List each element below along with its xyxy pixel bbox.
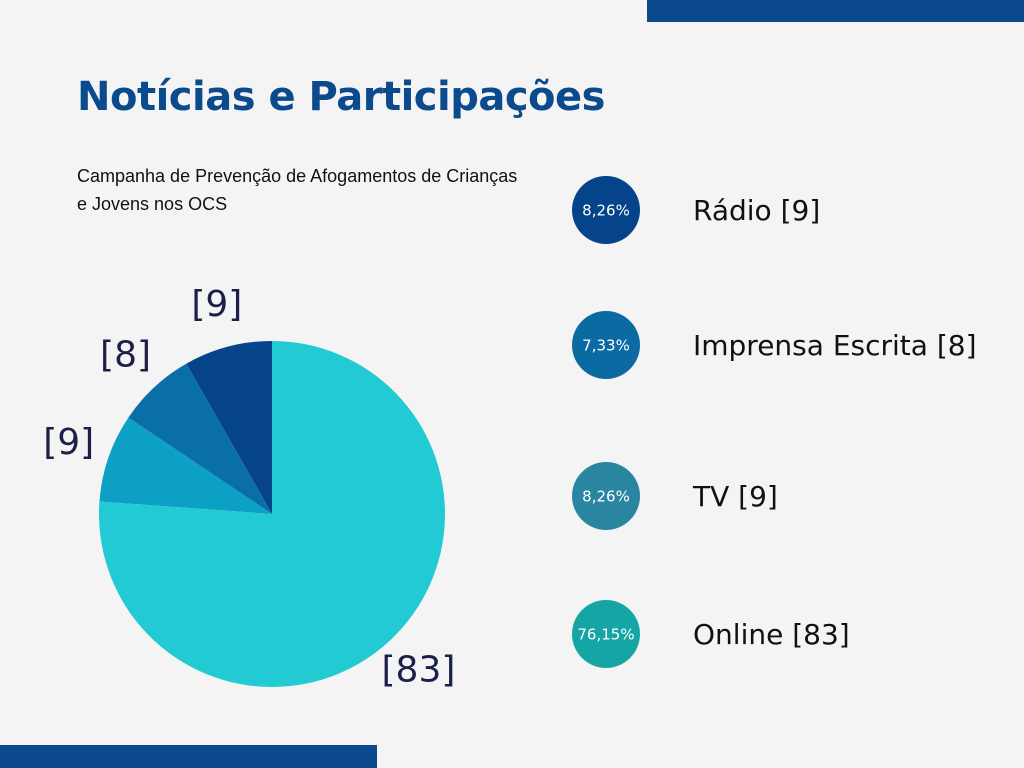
- legend-label: Imprensa Escrita [8]: [693, 329, 977, 362]
- chart-title: Notícias e Participações: [77, 74, 605, 120]
- percent-label: 76,15%: [577, 626, 634, 644]
- legend-marker: [572, 311, 640, 379]
- percent-label: 7,33%: [582, 337, 630, 355]
- value-label: [9]: [191, 284, 242, 325]
- pie-slice: [99, 417, 272, 514]
- percent-label: 8,26%: [582, 488, 630, 506]
- legend-label: TV [9]: [692, 480, 778, 513]
- pie-slice: [186, 341, 272, 514]
- legend-label: Rádio [9]: [693, 194, 820, 227]
- value-label: [8]: [100, 335, 151, 376]
- chart-subtitle: Campanha de Prevenção de Afogamentos de …: [77, 166, 518, 214]
- value-label: [83]: [382, 649, 456, 690]
- top-bar: [647, 0, 1024, 22]
- legend-marker: [572, 176, 640, 244]
- pie-slice: [99, 341, 445, 687]
- legend-marker: [572, 462, 640, 530]
- percent-label: 8,26%: [582, 202, 630, 220]
- legend-label: Online [83]: [693, 618, 850, 651]
- value-label: [9]: [43, 422, 94, 463]
- pie-slice: [128, 363, 272, 514]
- legend-marker: [572, 600, 640, 668]
- bottom-bar: [0, 745, 377, 768]
